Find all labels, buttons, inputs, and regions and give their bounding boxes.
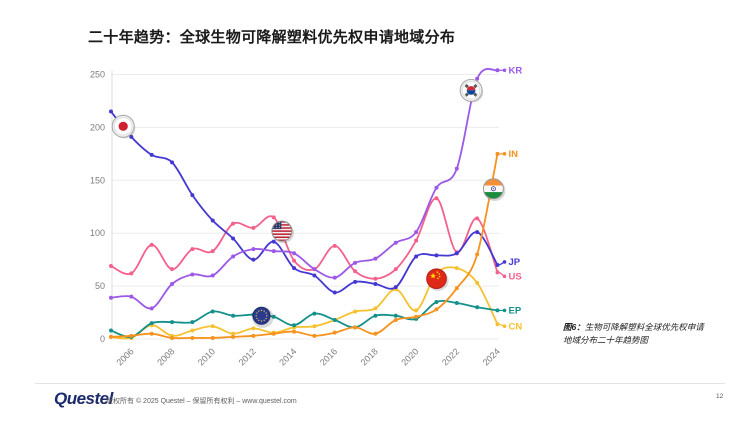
series-end-label-EP: EP <box>499 306 522 317</box>
svg-text:2020: 2020 <box>399 346 420 367</box>
page-number: 12 <box>716 393 724 400</box>
svg-text:200: 200 <box>90 122 105 132</box>
series-line-KR <box>109 67 500 311</box>
svg-text:2024: 2024 <box>481 346 502 367</box>
india-flag-icon <box>482 178 506 201</box>
figure-caption: 图6：生物可降解塑料全球优先权申请 地域分布二十年趋势图 <box>563 321 738 347</box>
svg-text:250: 250 <box>90 70 105 80</box>
eu-flag-icon <box>252 306 274 328</box>
series-line-JP <box>109 109 500 295</box>
series-end-label-JP: JP <box>499 257 521 268</box>
gridlines <box>111 70 499 340</box>
usa-flag-icon <box>271 220 294 244</box>
svg-text:US: US <box>509 272 522 283</box>
svg-text:100: 100 <box>90 228 105 238</box>
series-end-label-KR: KR <box>499 65 523 76</box>
series-line-US <box>109 196 500 281</box>
svg-text:EP: EP <box>509 306 522 317</box>
svg-text:2018: 2018 <box>359 346 380 367</box>
footer-divider <box>35 383 725 384</box>
series-end-label-IN: IN <box>499 149 519 160</box>
svg-text:2016: 2016 <box>318 346 339 367</box>
svg-text:IN: IN <box>509 149 519 160</box>
copyright-text: 版权所有 © 2025 Questel – 保留所有权利 – www.quest… <box>106 398 297 405</box>
korea-flag-icon <box>459 78 484 103</box>
svg-text:2010: 2010 <box>196 346 217 367</box>
svg-text:CN: CN <box>509 321 523 332</box>
china-flag-icon <box>426 268 449 291</box>
figure-caption-line1: 生物可降解塑料全球优先权申请 <box>584 322 704 332</box>
svg-text:2014: 2014 <box>277 346 298 367</box>
figure-caption-line2: 地域分布二十年趋势图 <box>563 334 649 345</box>
series-line-EP <box>109 299 500 339</box>
svg-text:150: 150 <box>90 175 105 185</box>
trend-line-chart: 0 50 100 150 200 250 2006 2008 2010 2012 2014 2016 2… <box>75 58 550 376</box>
series-line-IN <box>109 151 500 340</box>
figure-caption-prefix: 图6： <box>563 322 585 332</box>
svg-text:2008: 2008 <box>155 346 176 367</box>
svg-text:2022: 2022 <box>440 346 461 367</box>
series-end-label-US: US <box>499 272 522 283</box>
svg-text:2006: 2006 <box>115 346 136 367</box>
x-axis-tick-labels: 2006 2008 2010 2012 2014 2016 2018 2020 2022 2024 <box>115 346 502 367</box>
series-end-label-CN: CN <box>499 321 523 332</box>
svg-text:JP: JP <box>509 257 521 268</box>
svg-text:0: 0 <box>100 334 105 344</box>
svg-text:50: 50 <box>95 281 105 291</box>
questel-logo: Questel <box>54 389 113 408</box>
svg-text:KR: KR <box>509 65 523 76</box>
japan-flag-icon <box>111 114 136 139</box>
page-title: 二十年趋势：全球生物可降解塑料优先权申请地域分布 <box>88 29 456 46</box>
svg-text:2012: 2012 <box>237 346 258 367</box>
y-axis-tick-labels: 0 50 100 150 200 250 <box>90 70 105 345</box>
